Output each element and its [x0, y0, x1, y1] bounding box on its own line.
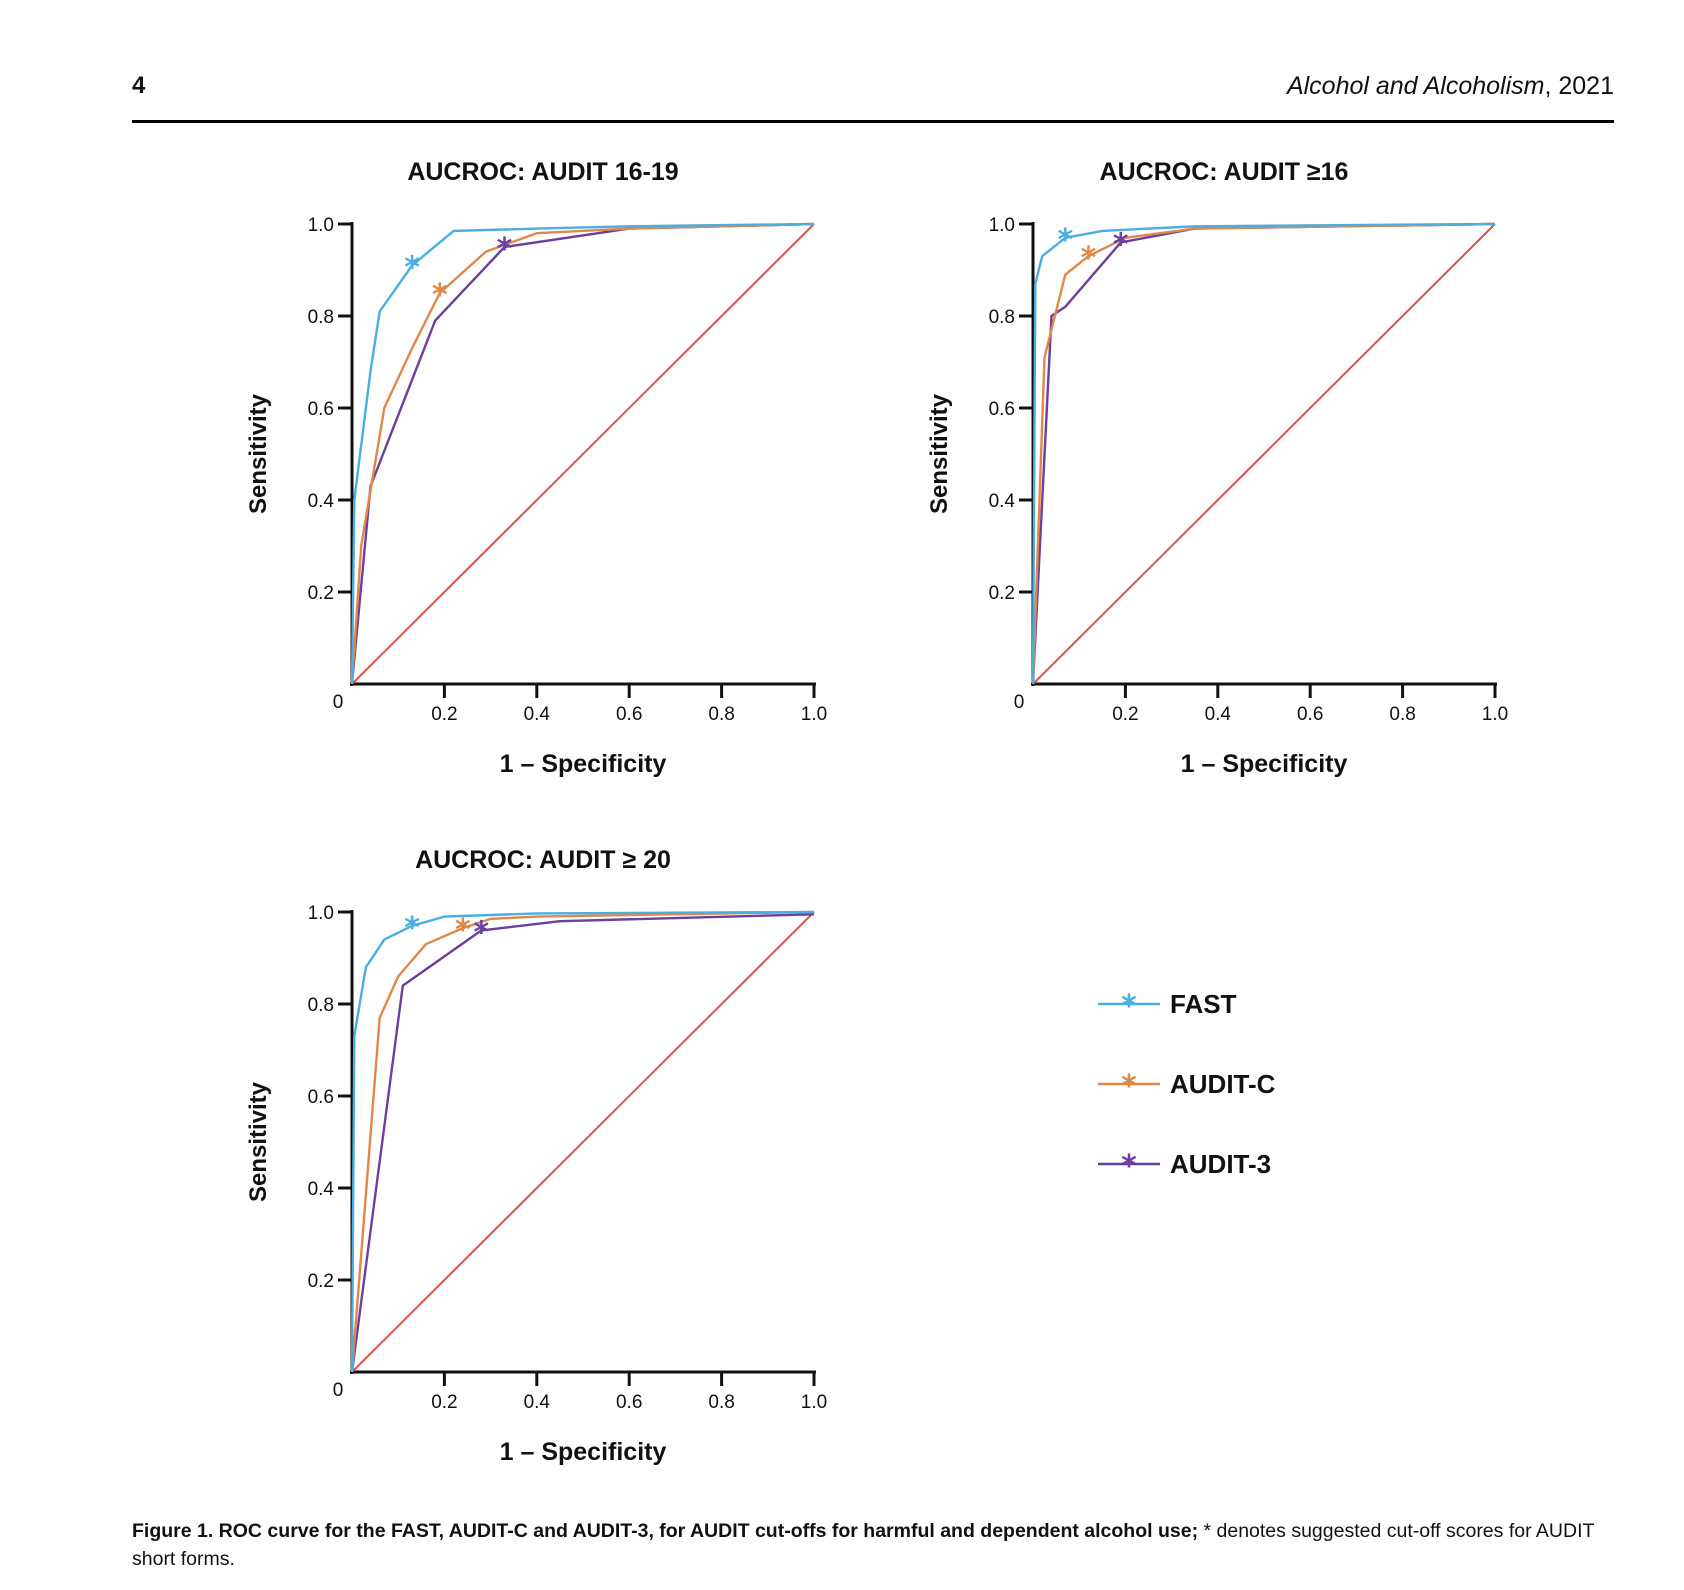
y-axis-label: Sensitivity	[926, 393, 953, 514]
x-tick-label: 0.6	[616, 1392, 642, 1413]
chart-3: AUCROC: AUDIT ≥ 20 0.2 0.4 0.6 0.8 1.0 0 0.2 0.4…	[245, 846, 827, 1466]
header-rule	[132, 120, 1614, 123]
y-tick-label: 0.4	[308, 491, 335, 512]
cutoff-marker-audit-3: *	[1113, 227, 1129, 262]
chart-title: AUCROC: AUDIT 16-19	[407, 158, 678, 186]
x-tick-label: 0.8	[708, 704, 734, 725]
x-tick-label: 1.0	[801, 1392, 827, 1413]
series-line-audit-c	[350, 910, 815, 1373]
y-tick-label: 0.4	[989, 491, 1016, 512]
y-tick-label: 0.4	[308, 1179, 335, 1200]
x-tick-label: 0.2	[431, 704, 457, 725]
y-tick-label: 0.8	[308, 307, 334, 328]
x-tick-label: 0.2	[431, 1392, 457, 1413]
caption-bold: Figure 1. ROC curve for the FAST, AUDIT-…	[132, 1520, 1199, 1542]
legend-label: FAST	[1170, 989, 1237, 1019]
y-tick-label: 1.0	[308, 903, 334, 924]
x-tick-label: 0.8	[708, 1392, 734, 1413]
x-tick-label: 0	[1014, 692, 1025, 713]
cutoff-marker-audit-c: *	[1081, 241, 1097, 276]
x-tick-label: 0	[333, 692, 344, 713]
x-tick-label: 0.4	[524, 1392, 551, 1413]
y-tick-label: 0.2	[989, 583, 1015, 604]
legend-marker: *	[1121, 1069, 1137, 1104]
y-tick-label: 0.8	[308, 995, 334, 1016]
series-line-audit-3	[350, 913, 815, 1373]
reference-line	[351, 223, 815, 685]
chart-1: AUCROC: AUDIT 16-19 0.2 0.4 0.6 0.8 1.0 0 0.2 0.…	[245, 158, 827, 778]
x-tick-label: 0.4	[524, 704, 551, 725]
journal-name: Alcohol and Alcoholism	[1286, 72, 1545, 100]
series-line-fast	[1031, 222, 1496, 685]
x-tick-label: 1.0	[1482, 704, 1508, 725]
y-tick-label: 0.6	[308, 399, 334, 420]
journal-header: Alcohol and Alcoholism, 2021	[1287, 72, 1614, 101]
y-tick-label: 0.6	[308, 1087, 334, 1108]
legend-label: AUDIT-3	[1170, 1149, 1271, 1179]
journal-year: , 2021	[1544, 72, 1614, 100]
caption-rest: * denotes suggested cut-off scores for A…	[132, 1520, 1595, 1570]
cutoff-marker-audit-c: *	[432, 278, 448, 313]
y-axis-label: Sensitivity	[245, 1081, 272, 1202]
x-tick-label: 0	[333, 1380, 344, 1401]
y-tick-label: 1.0	[989, 215, 1015, 236]
cutoff-marker-fast: *	[404, 250, 420, 285]
cutoff-marker-audit-c: *	[455, 913, 471, 948]
y-axis-label: Sensitivity	[245, 393, 272, 514]
figure-caption: Figure 1. ROC curve for the FAST, AUDIT-…	[132, 1517, 1617, 1573]
figure-charts: AUCROC: AUDIT 16-19 0.2 0.4 0.6 0.8 1.0 0 0.2 0.…	[245, 158, 1508, 1466]
x-axis-label: 1 – Specificity	[500, 1438, 667, 1466]
series-line-fast	[350, 222, 815, 685]
cutoff-marker-audit-3: *	[474, 915, 490, 950]
chart-2: AUCROC: AUDIT ≥16 0.2 0.4 0.6 0.8 1.0 0 0.2 0.4 0…	[926, 158, 1508, 778]
page-number: 4	[132, 72, 146, 99]
x-axis-label: 1 – Specificity	[500, 750, 667, 778]
y-tick-label: 0.6	[989, 399, 1015, 420]
cutoff-marker-fast: *	[1057, 223, 1073, 258]
y-tick-label: 1.0	[308, 215, 334, 236]
x-tick-label: 0.8	[1389, 704, 1415, 725]
cutoff-marker-audit-3: *	[497, 232, 513, 267]
series-line-audit-c	[1031, 222, 1496, 685]
reference-line	[351, 911, 815, 1373]
series-line-audit-c	[350, 222, 815, 685]
chart-title: AUCROC: AUDIT ≥16	[1100, 158, 1349, 186]
y-tick-label: 0.8	[989, 307, 1015, 328]
cutoff-marker-fast: *	[404, 911, 420, 946]
x-axis-label: 1 – Specificity	[1181, 750, 1348, 778]
x-tick-label: 0.2	[1112, 704, 1138, 725]
x-tick-label: 0.6	[616, 704, 642, 725]
legend: * FAST * AUDIT-C * AUDIT-3	[1098, 989, 1276, 1184]
legend-marker: *	[1121, 1149, 1137, 1184]
legend-label: AUDIT-C	[1170, 1069, 1276, 1099]
chart-title: AUCROC: AUDIT ≥ 20	[415, 846, 671, 874]
legend-marker: *	[1121, 989, 1137, 1024]
x-tick-label: 1.0	[801, 704, 827, 725]
series-line-fast	[350, 910, 815, 1373]
x-tick-label: 0.6	[1297, 704, 1323, 725]
y-tick-label: 0.2	[308, 1271, 334, 1292]
reference-line	[1032, 223, 1496, 685]
x-tick-label: 0.4	[1205, 704, 1232, 725]
y-tick-label: 0.2	[308, 583, 334, 604]
